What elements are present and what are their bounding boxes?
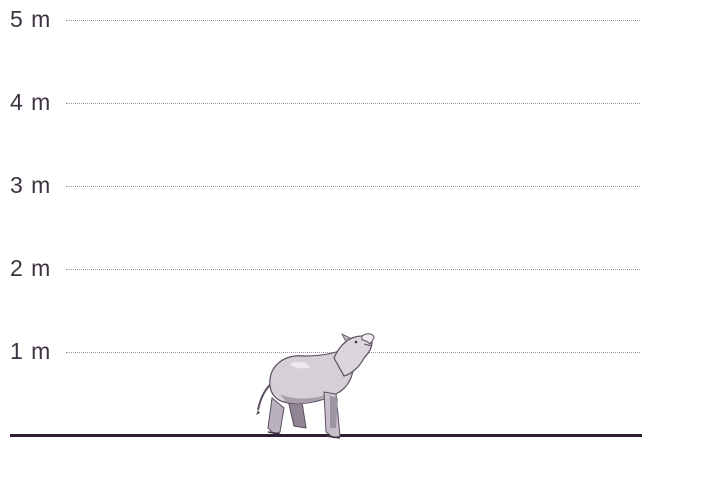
tick-label-1m: 1 m bbox=[10, 338, 52, 364]
grid-line-3m bbox=[66, 186, 640, 187]
grid-line-2m bbox=[66, 269, 640, 270]
grid-line-5m bbox=[66, 20, 640, 21]
grid-line-4m bbox=[66, 103, 640, 104]
tick-label-3m: 3 m bbox=[10, 172, 52, 198]
tick-label-2m: 2 m bbox=[10, 255, 52, 281]
tick-label-4m: 4 m bbox=[10, 89, 52, 115]
rhino-like-mammal-icon bbox=[256, 333, 375, 439]
tick-label-5m: 5 m bbox=[10, 6, 52, 32]
ground-line bbox=[10, 434, 642, 437]
